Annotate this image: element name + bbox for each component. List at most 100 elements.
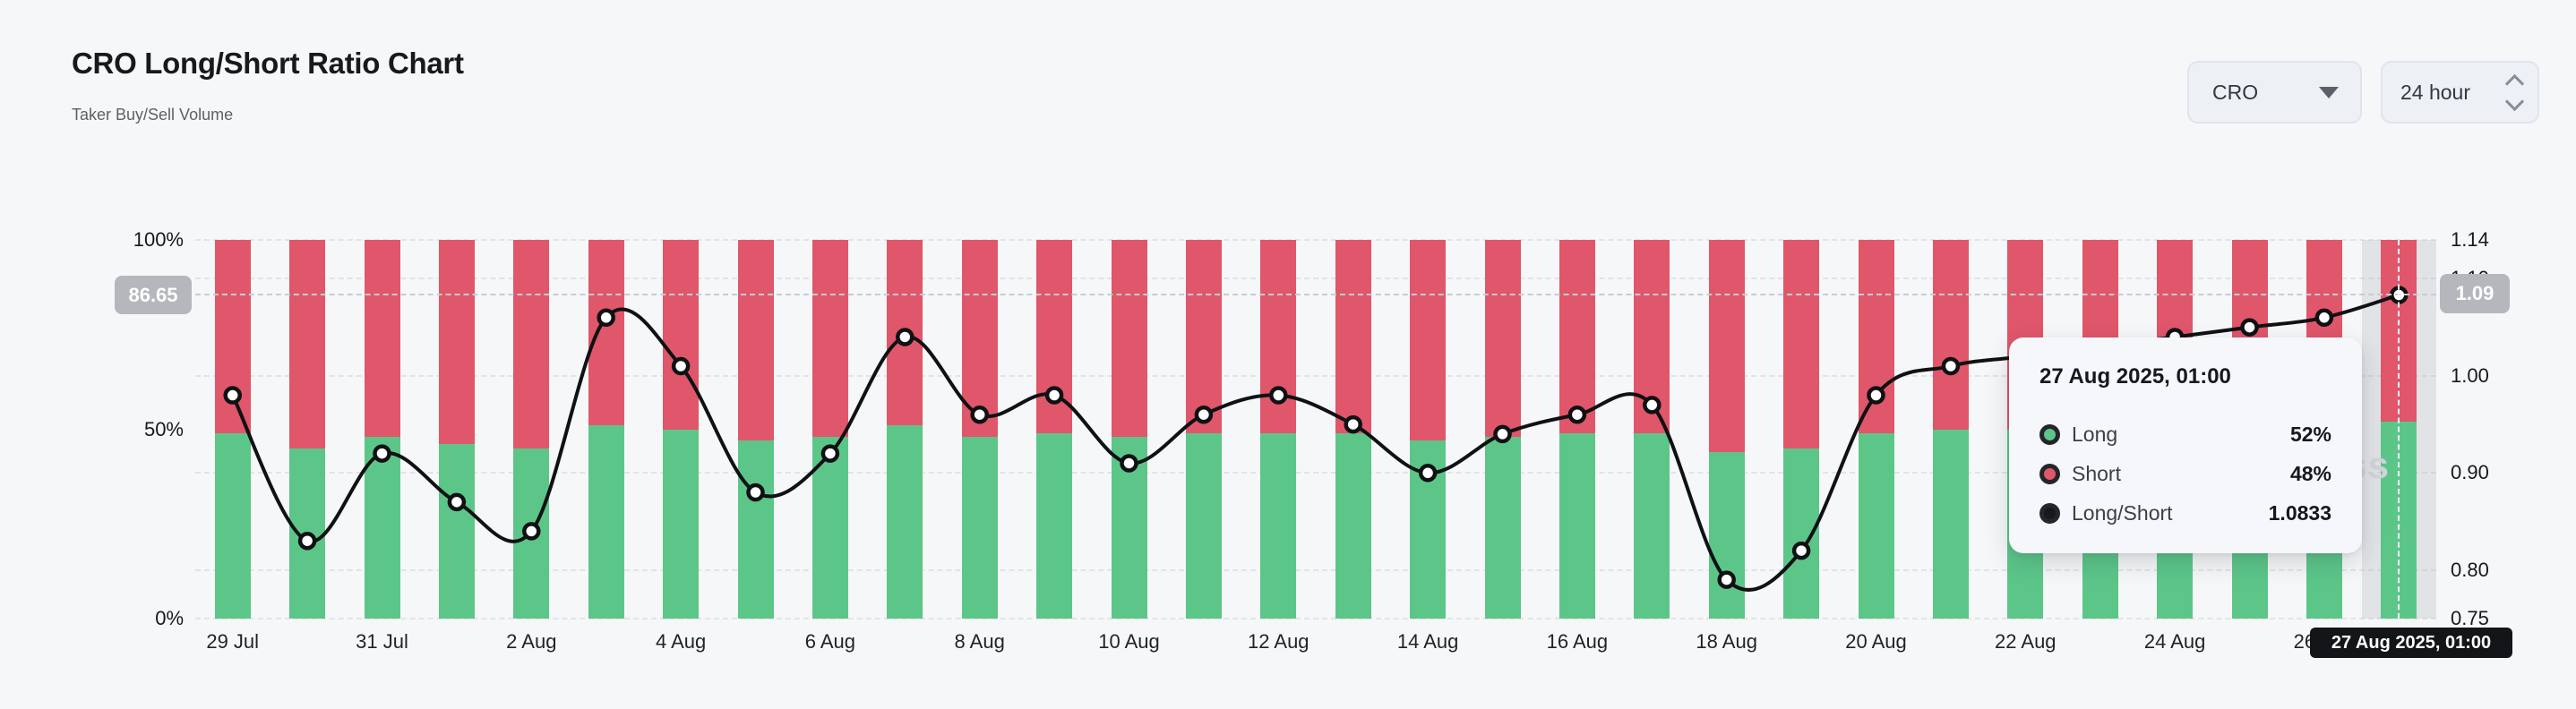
data-point-25-aug[interactable] [2240,318,2259,337]
tooltip-row-label: Long [2072,422,2118,446]
coin-select[interactable]: CRO [2187,61,2362,124]
short-segment [513,240,550,448]
data-point-4-aug[interactable] [671,356,691,376]
bar-15-aug[interactable] [1484,240,1521,619]
bar-17-aug[interactable] [1634,240,1670,619]
data-point-3-aug[interactable] [597,308,615,328]
bar-18-aug[interactable] [1708,240,1745,619]
long-segment [364,436,400,619]
long-segment [1558,432,1595,619]
tooltip-row-value: 48% [2289,461,2331,485]
short-segment [737,240,774,441]
bar-5-aug[interactable] [737,240,774,619]
bar-21-aug[interactable] [1932,240,1969,619]
x-axis-label: 31 Jul [356,630,408,653]
gridline [195,472,2436,474]
data-point-8-aug[interactable] [970,405,989,424]
data-point-16-aug[interactable] [1567,405,1587,424]
data-point-9-aug[interactable] [1044,386,1064,405]
bar-1-aug[interactable] [438,240,475,619]
short-segment [1558,240,1595,433]
left-axis-label: 100% [133,228,184,251]
gridline [195,618,2436,619]
short-segment [364,240,400,437]
left-axis-label: 0% [155,607,184,629]
tooltip-row-long: Long 52% [2039,414,2331,454]
bar-20-aug[interactable] [1858,240,1894,619]
long-segment [737,440,774,619]
tooltip-row-value: 52% [2289,422,2331,446]
right-axis-label: 1.14 [2451,228,2489,251]
data-point-6-aug[interactable] [820,444,840,463]
data-point-18-aug[interactable] [1717,570,1736,589]
data-point-26-aug[interactable] [2314,308,2334,328]
ratio-line-layer [223,286,2409,592]
data-point-10-aug[interactable] [1120,454,1138,473]
data-point-7-aug[interactable] [896,328,914,346]
data-point-14-aug[interactable] [1418,464,1438,483]
tooltip-row-label: Long/Short [2072,500,2173,525]
data-point-1-aug[interactable] [447,492,467,512]
caret-down-icon [2319,86,2339,98]
data-point-12-aug[interactable] [1269,386,1288,405]
data-point-11-aug[interactable] [1194,405,1214,424]
ratio-line [230,293,2400,592]
page-subtitle: Taker Buy/Sell Volume [72,106,234,124]
data-point-5-aug[interactable] [746,483,765,502]
bar-3-aug[interactable] [588,240,624,619]
short-segment [1410,240,1447,441]
long-segment [1260,432,1297,619]
data-point-29-jul[interactable] [223,386,242,405]
x-axis-label: 29 Jul [206,630,260,653]
short-segment [663,240,700,430]
data-point-17-aug[interactable] [1643,396,1662,414]
x-axis-label: 4 Aug [655,630,707,653]
tooltip-row-long-short: Long/Short 1.0833 [2039,493,2331,533]
crosshair-date-badge: 27 Aug 2025, 01:00 [2310,628,2512,658]
bar-4-aug[interactable] [663,240,700,619]
x-axis-label: 14 Aug [1396,630,1459,653]
long-segment [961,436,998,619]
long-segment [663,429,700,619]
x-axis-label: 20 Aug [1845,630,1907,653]
data-point-21-aug[interactable] [1941,356,1961,376]
chart-tooltip: 27 Aug 2025, 01:00 Long 52% Short 48% Long/S… [2009,337,2362,553]
bar-29-jul[interactable] [214,240,251,619]
bar-16-aug[interactable] [1558,240,1595,619]
data-point-19-aug[interactable] [1791,541,1811,560]
data-point-30-jul[interactable] [297,531,317,551]
bar-19-aug[interactable] [1783,240,1820,619]
long-segment [214,432,251,619]
x-axis-label: 12 Aug [1248,630,1309,653]
left-axis-label: 50% [143,417,184,440]
long-segment [1932,429,1969,619]
coin-select-value: CRO [2212,80,2259,104]
long-segment [1484,436,1521,619]
bar-11-aug[interactable] [1185,240,1222,619]
legend-dot-icon [2039,502,2060,524]
gridline [195,374,2436,377]
short-segment [1484,240,1521,437]
bar-30-jul[interactable] [289,240,326,619]
data-point-2-aug[interactable] [522,522,541,541]
bar-13-aug[interactable] [1335,240,1371,619]
data-point-13-aug[interactable] [1344,414,1362,434]
chart-plot-area[interactable]: coinglass [195,239,2436,619]
gridline [195,568,2436,571]
tooltip-row-label: Short [2072,461,2121,485]
crosshair-vertical-line [2398,240,2400,619]
long-segment [1858,432,1894,619]
data-point-15-aug[interactable] [1493,424,1512,444]
x-axis-label: 18 Aug [1696,630,1757,653]
short-segment [1335,240,1371,433]
tooltip-row-short: Short 48% [2039,454,2331,493]
short-segment [289,240,326,448]
gridline [195,239,2436,241]
x-axis-label: 10 Aug [1098,630,1160,653]
interval-select[interactable]: 24 hour [2381,61,2539,124]
data-point-20-aug[interactable] [1867,386,1885,405]
bar-8-aug[interactable] [961,240,998,619]
data-point-31-jul[interactable] [373,444,391,463]
bar-31-jul[interactable] [364,240,400,619]
tooltip-row-value: 1.0833 [2268,500,2331,525]
